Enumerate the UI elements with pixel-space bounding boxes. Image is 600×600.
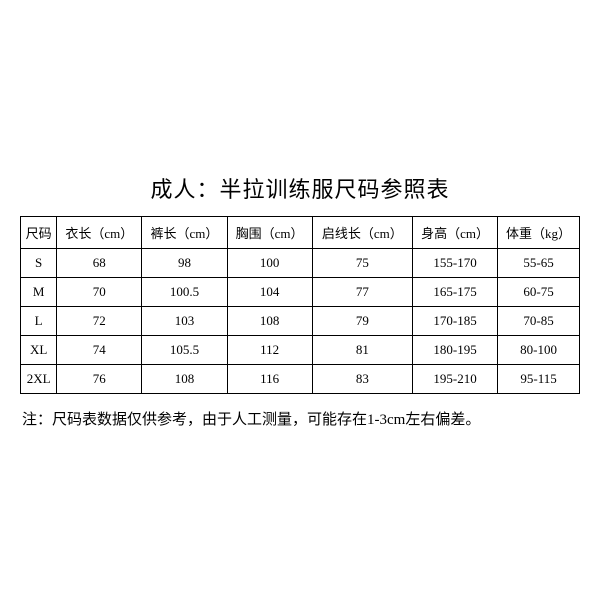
cell: 76 [57, 364, 142, 393]
cell: 98 [142, 248, 227, 277]
table-row: S 68 98 100 75 155-170 55-65 [21, 248, 580, 277]
cell: XL [21, 335, 57, 364]
cell: 80-100 [498, 335, 580, 364]
cell: 70-85 [498, 306, 580, 335]
cell: 170-185 [412, 306, 497, 335]
cell: 100.5 [142, 277, 227, 306]
cell: 108 [227, 306, 312, 335]
size-table: 尺码 衣长（cm） 裤长（cm） 胸围（cm） 启线长（cm） 身高（cm） 体… [20, 216, 580, 394]
cell: 77 [312, 277, 412, 306]
cell: 60-75 [498, 277, 580, 306]
col-height: 身高（cm） [412, 216, 497, 248]
cell: 105.5 [142, 335, 227, 364]
cell: 83 [312, 364, 412, 393]
cell: 195-210 [412, 364, 497, 393]
table-row: 2XL 76 108 116 83 195-210 95-115 [21, 364, 580, 393]
col-pants: 裤长（cm） [142, 216, 227, 248]
cell: 55-65 [498, 248, 580, 277]
cell: 108 [142, 364, 227, 393]
cell: 75 [312, 248, 412, 277]
size-chart-container: 成人：半拉训练服尺码参照表 尺码 衣长（cm） 裤长（cm） 胸围（cm） 启线… [20, 172, 580, 429]
cell: 95-115 [498, 364, 580, 393]
cell: 103 [142, 306, 227, 335]
cell: M [21, 277, 57, 306]
cell: 74 [57, 335, 142, 364]
col-shoulder: 启线长（cm） [312, 216, 412, 248]
cell: 112 [227, 335, 312, 364]
cell: 70 [57, 277, 142, 306]
col-size: 尺码 [21, 216, 57, 248]
col-length: 衣长（cm） [57, 216, 142, 248]
cell: 68 [57, 248, 142, 277]
cell: S [21, 248, 57, 277]
cell: 180-195 [412, 335, 497, 364]
cell: L [21, 306, 57, 335]
cell: 116 [227, 364, 312, 393]
col-weight: 体重（kg） [498, 216, 580, 248]
cell: 165-175 [412, 277, 497, 306]
table-header-row: 尺码 衣长（cm） 裤长（cm） 胸围（cm） 启线长（cm） 身高（cm） 体… [21, 216, 580, 248]
cell: 100 [227, 248, 312, 277]
table-row: M 70 100.5 104 77 165-175 60-75 [21, 277, 580, 306]
cell: 155-170 [412, 248, 497, 277]
table-row: L 72 103 108 79 170-185 70-85 [21, 306, 580, 335]
cell: 79 [312, 306, 412, 335]
col-chest: 胸围（cm） [227, 216, 312, 248]
cell: 2XL [21, 364, 57, 393]
chart-title: 成人：半拉训练服尺码参照表 [20, 172, 580, 204]
table-row: XL 74 105.5 112 81 180-195 80-100 [21, 335, 580, 364]
chart-note: 注：尺码表数据仅供参考，由于人工测量，可能存在1-3cm左右偏差。 [20, 408, 580, 429]
cell: 104 [227, 277, 312, 306]
cell: 81 [312, 335, 412, 364]
cell: 72 [57, 306, 142, 335]
